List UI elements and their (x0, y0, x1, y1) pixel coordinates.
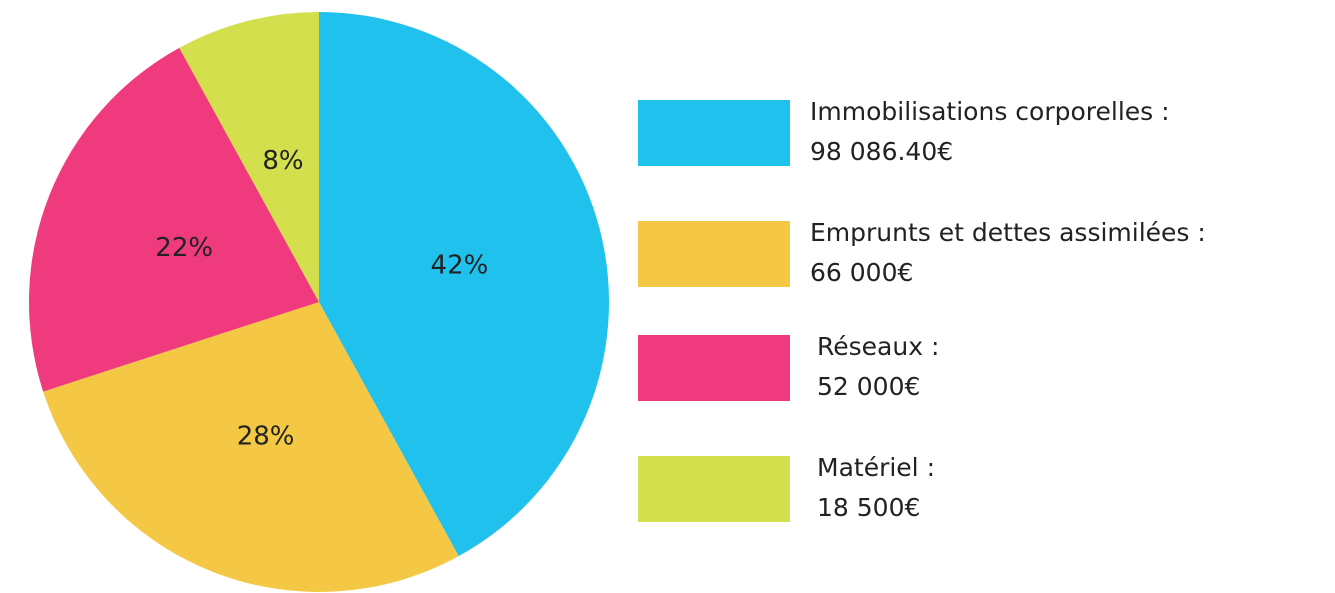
legend-label: Emprunts et dettes assimilées : (810, 218, 1206, 247)
pie-slice (28, 47, 319, 392)
slice-label: 28% (237, 421, 295, 451)
legend-amount: 18 500€ (817, 493, 920, 522)
pie-slice (43, 302, 459, 592)
slice-label: 42% (431, 250, 489, 280)
legend-swatch (638, 221, 790, 287)
pie-slice (319, 12, 610, 557)
legend-label: Matériel : (817, 453, 935, 482)
legend-label: Réseaux : (817, 332, 939, 361)
legend-amount: 66 000€ (810, 258, 913, 287)
legend-swatch (638, 335, 790, 401)
pie-slice (179, 12, 319, 302)
legend-amount: 52 000€ (817, 372, 920, 401)
legend-swatch (638, 456, 790, 522)
slice-label: 22% (155, 233, 213, 263)
legend-swatch (638, 100, 790, 166)
legend-amount: 98 086.40€ (810, 137, 953, 166)
slice-label: 8% (262, 146, 303, 176)
legend-label: Immobilisations corporelles : (810, 97, 1170, 126)
